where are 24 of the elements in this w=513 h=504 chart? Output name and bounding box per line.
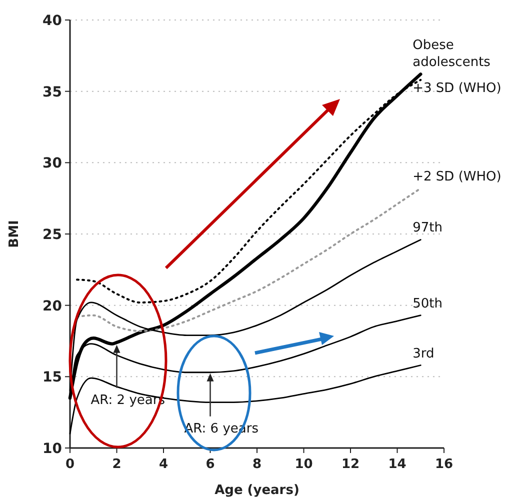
y-tick-label: 30 — [42, 156, 62, 172]
y-tick-label: 10 — [42, 441, 62, 457]
series-label: 97th — [412, 220, 443, 236]
series-label: Obese adolescents — [412, 38, 491, 70]
y-axis-title: BMI — [7, 220, 22, 248]
y-tick-label: 40 — [42, 13, 62, 29]
x-tick-label: 0 — [65, 457, 75, 472]
x-tick-label: 4 — [158, 457, 168, 472]
series-label: +3 SD (WHO) — [412, 81, 502, 96]
x-tick-label: 6 — [206, 457, 215, 472]
series-label: +2 SD (WHO) — [412, 169, 502, 184]
y-tick-label: 25 — [42, 227, 62, 243]
x-tick-label: 12 — [341, 457, 360, 472]
y-tick-label: 35 — [42, 84, 62, 100]
y-tick-label: 15 — [42, 370, 62, 386]
x-tick-label: 2 — [112, 457, 122, 472]
x-tick-label: 16 — [434, 457, 454, 472]
x-tick-label: 10 — [294, 457, 313, 472]
y-tick-label: 20 — [42, 298, 62, 314]
x-tick-label: 8 — [252, 457, 262, 472]
x-axis-title: Age (years) — [214, 483, 300, 498]
series-label: 3rd — [412, 346, 434, 362]
series-label: 50th — [412, 296, 443, 312]
x-tick-label: 14 — [388, 457, 406, 472]
